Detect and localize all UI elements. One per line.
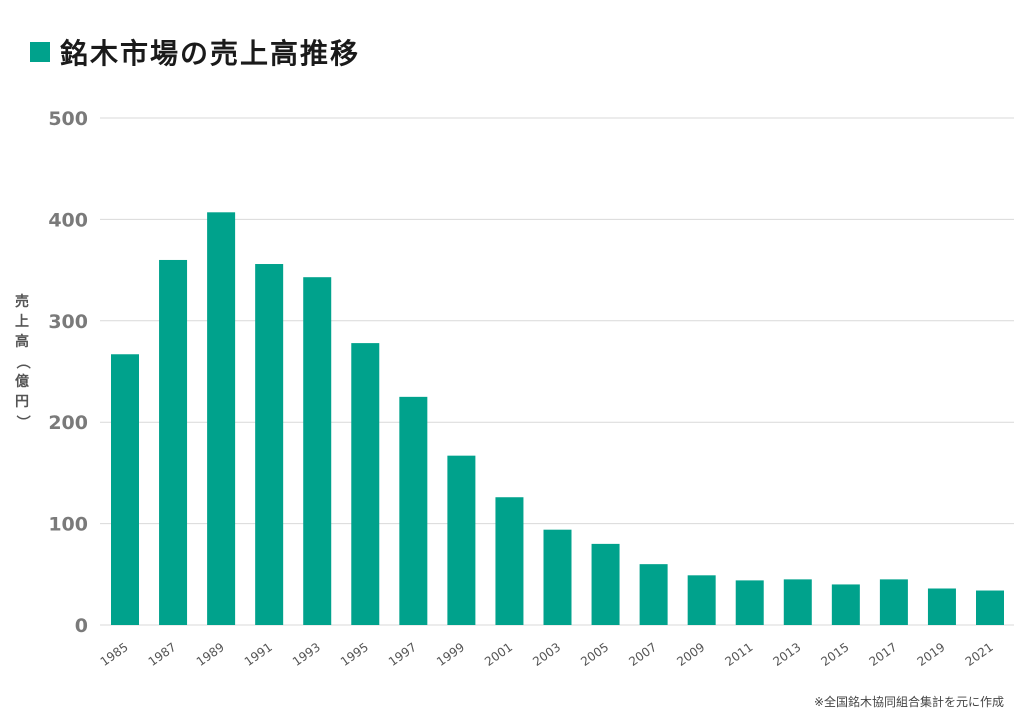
y-axis-label-char: 高 — [15, 333, 29, 350]
x-tick-label: 2011 — [722, 640, 755, 669]
bar — [639, 564, 668, 625]
x-tick-label: 2003 — [530, 640, 563, 669]
y-axis-label-char: 億 — [15, 373, 29, 390]
bar — [495, 497, 524, 625]
bar — [351, 343, 380, 625]
y-tick-label: 0 — [75, 615, 88, 637]
x-tick-label: 1985 — [98, 640, 131, 669]
bar — [976, 590, 1004, 625]
x-tick-label: 1989 — [194, 640, 227, 669]
chart-title: 銘木市場の売上高推移 — [30, 32, 360, 72]
x-tick-label: 1993 — [290, 640, 323, 669]
y-axis-label: 売上高 （ 億円 ） — [14, 293, 30, 429]
x-tick-label: 2017 — [867, 640, 900, 669]
source-note: ※全国銘木協同組合集計を元に作成 — [813, 695, 1004, 709]
x-tick-label: 2007 — [626, 640, 659, 669]
y-tick-label: 100 — [48, 514, 88, 536]
bar — [687, 575, 716, 625]
y-axis-label-char: 売 — [15, 293, 29, 310]
y-tick-label: 300 — [48, 311, 88, 333]
title-square-marker — [30, 42, 50, 62]
y-tick-label: 500 — [48, 108, 88, 130]
bar — [591, 543, 620, 625]
x-tick-label: 1999 — [434, 640, 467, 669]
bar — [543, 529, 572, 625]
bar — [255, 264, 284, 625]
y-axis-label-char: ） — [14, 415, 30, 429]
x-tick-label: 1991 — [242, 640, 275, 669]
x-tick-label: 2001 — [482, 640, 515, 669]
bar — [159, 259, 188, 625]
bar — [207, 212, 236, 625]
bar — [111, 354, 139, 625]
y-axis-label-char: 上 — [15, 314, 29, 330]
bar — [735, 580, 764, 625]
bar — [927, 588, 956, 625]
x-tick-label: 2021 — [963, 640, 996, 669]
x-tick-label: 2005 — [578, 640, 611, 669]
x-tick-label: 2013 — [770, 640, 803, 669]
bar — [783, 579, 812, 625]
y-axis-label-char: 円 — [15, 394, 29, 410]
bar — [831, 584, 860, 625]
bar — [447, 455, 476, 625]
bar — [879, 579, 908, 625]
x-tick-label: 1995 — [338, 640, 371, 669]
x-tick-label: 2015 — [819, 640, 852, 669]
y-axis-label-char: （ — [14, 355, 30, 369]
bar — [303, 277, 332, 625]
x-tick-label: 2009 — [674, 640, 707, 669]
y-tick-label: 400 — [48, 209, 88, 231]
y-tick-label: 200 — [48, 412, 88, 434]
x-tick-label: 1997 — [386, 640, 419, 669]
x-tick-label: 1987 — [146, 640, 179, 669]
x-tick-label: 2019 — [915, 640, 948, 669]
chart-title-text: 銘木市場の売上高推移 — [60, 37, 361, 70]
bar — [399, 396, 428, 625]
